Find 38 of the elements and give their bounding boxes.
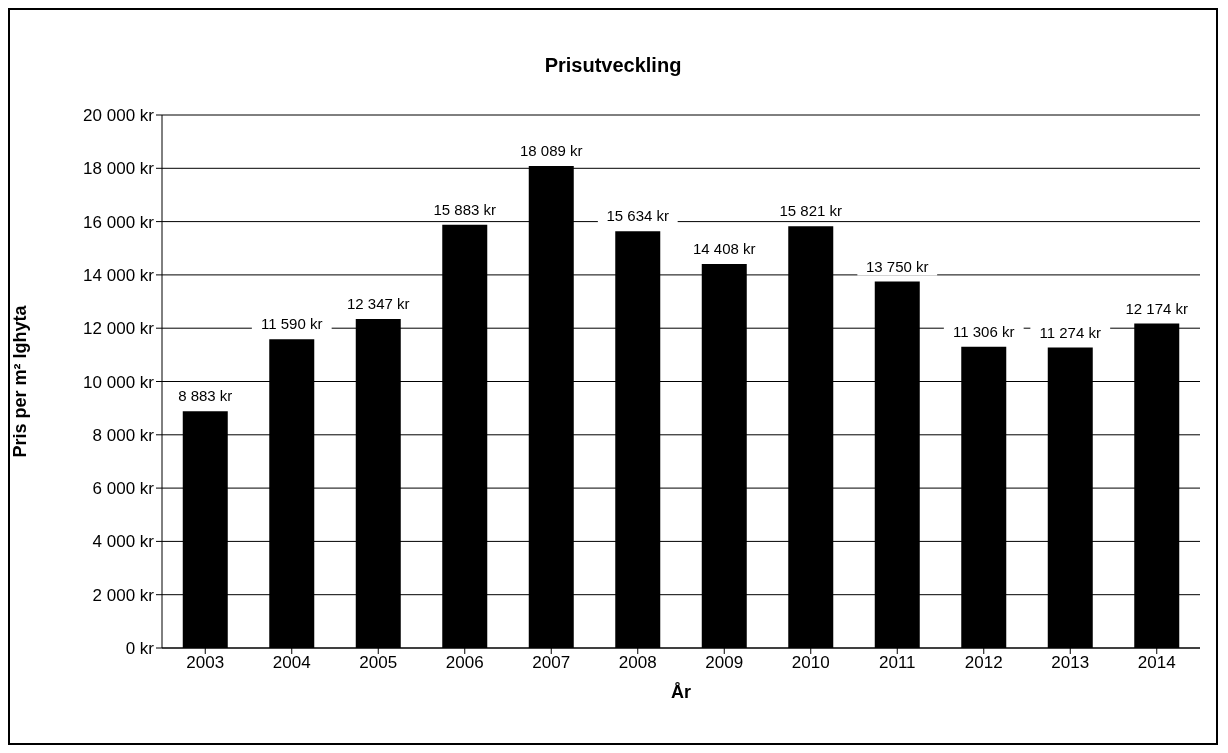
x-axis-title: År <box>670 682 692 702</box>
y-tick-label: 14 000 kr <box>83 265 155 285</box>
y-tick-label: 10 000 kr <box>83 372 155 392</box>
data-label: 15 821 kr <box>779 202 843 220</box>
y-tick-label: 4 000 kr <box>92 532 155 552</box>
data-label: 18 089 kr <box>519 141 583 159</box>
y-tick-label: 2 000 kr <box>92 585 155 605</box>
x-tick-label: 2010 <box>791 653 830 673</box>
x-tick-label: 2013 <box>1051 653 1090 673</box>
data-label: 11 306 kr <box>953 322 1015 340</box>
y-tick-label: 20 000 kr <box>83 106 155 126</box>
x-tick-label: 2006 <box>445 653 484 673</box>
x-tick-label: 2009 <box>705 653 744 673</box>
data-label: 8 883 kr <box>178 387 233 405</box>
x-tick-label: 2004 <box>272 653 311 673</box>
chart-title: Prisutveckling <box>543 54 683 77</box>
y-tick-label: 12 000 kr <box>83 319 155 339</box>
data-label: 14 408 kr <box>692 240 756 258</box>
x-tick-label: 2003 <box>186 653 225 673</box>
data-label: 12 174 kr <box>1125 299 1189 317</box>
y-tick-label: 16 000 kr <box>83 212 155 232</box>
x-tick-label: 2005 <box>359 653 398 673</box>
data-label: 15 634 kr <box>606 207 670 225</box>
data-label: 13 750 kr <box>865 257 929 275</box>
y-tick-label: 8 000 kr <box>92 425 155 445</box>
y-axis-title: Pris per m² lghyta <box>10 304 31 458</box>
y-tick-label: 0 kr <box>125 639 155 659</box>
y-tick-label: 6 000 kr <box>92 479 155 499</box>
data-label: 15 883 kr <box>433 200 497 218</box>
data-label: 11 274 kr <box>1039 323 1101 341</box>
y-tick-label: 18 000 kr <box>83 159 155 179</box>
data-label: 11 590 kr <box>261 315 323 333</box>
x-tick-label: 2008 <box>618 653 657 673</box>
x-tick-label: 2007 <box>532 653 571 673</box>
x-tick-label: 2014 <box>1137 653 1176 673</box>
x-tick-label: 2012 <box>964 653 1003 673</box>
data-label: 12 347 kr <box>346 294 410 312</box>
x-tick-label: 2011 <box>878 653 916 673</box>
